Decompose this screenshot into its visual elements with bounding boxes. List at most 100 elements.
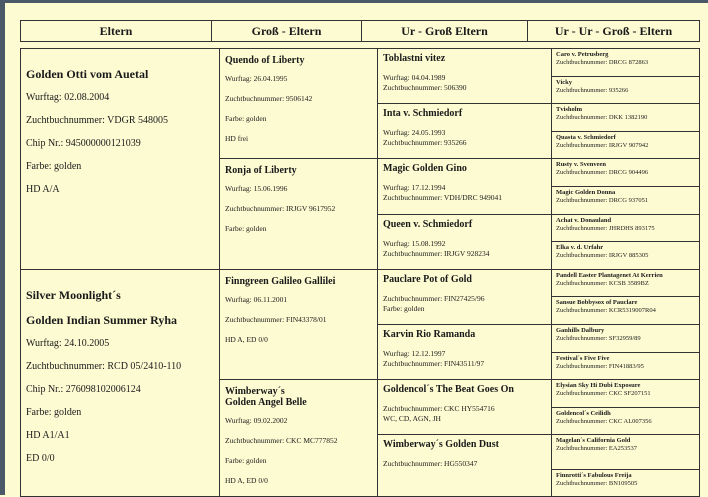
great-grandparent-detail: Zuchtbuchnummer: FIN43511/97 xyxy=(383,358,485,368)
parent-cell: Silver Moonlight´s Golden Indian Summer R… xyxy=(20,268,220,497)
great-great-grandparent-reg: Zuchtbuchnummer: FIN41883/95 xyxy=(556,362,644,370)
great-grandparent-cell: Magic Golden Gino Wurftag: 17.12.1994 Zuch… xyxy=(377,158,552,215)
great-grandparent-name: Toblastni vitez xyxy=(383,53,446,64)
parent-detail: Farbe: golden xyxy=(26,406,82,418)
parent-name: Golden Otti vom Auetal xyxy=(26,67,149,81)
great-grandparent-detail: Zuchtbuchnummer: 506390 xyxy=(383,83,467,92)
great-great-grandparent-name: Rusty v. Svenveen xyxy=(556,161,607,169)
great-great-grandparent-reg: Zuchtbuchnummer: CKC AL007356 xyxy=(556,417,652,425)
great-great-grandparent-reg: Zuchtbuchnummer: DRCG 904496 xyxy=(556,169,649,177)
great-great-grandparent-cell: Vicky Zuchtbuchnummer: 935266 xyxy=(551,75,700,105)
parent-detail: Wurftag: 24.10.2005 xyxy=(26,337,110,349)
parent-detail: Chip Nr.: 945000000121039 xyxy=(26,138,141,149)
pedigree-header: Eltern Groß - Eltern Ur - Groß Eltern Ur… xyxy=(20,20,700,42)
great-great-grandparent-reg: Zuchtbuchnummer: BN109505 xyxy=(556,479,638,487)
grandparent-detail: Wurftag: 09.02.2002 xyxy=(225,416,288,426)
scan-edge-top xyxy=(0,0,708,3)
grandparent-detail: Wurftag: 26.04.1995 xyxy=(225,74,288,83)
great-grandparent-detail: Wurftag: 04.04.1989 xyxy=(383,73,446,82)
great-great-grandparent-name: Finnrotti´s Fabulous Freija xyxy=(556,471,632,479)
great-grandparent-name: Pauclare Pot of Gold xyxy=(383,273,472,285)
great-great-grandparent-cell: Ganhills Dalbury Zuchtbuchnummer: SF32959… xyxy=(551,323,700,353)
great-grandparent-detail: Wurftag: 17.12.1994 xyxy=(383,183,446,193)
great-grandparent-detail: Zuchtbuchnummer: IRJGV 928234 xyxy=(383,248,490,258)
great-great-grandparent-name: Goldencol´s Ceilidh xyxy=(556,409,611,417)
great-great-grandparent-reg: Zuchtbuchnummer: DRCG 872863 xyxy=(556,59,649,66)
grandparent-name: Finngreen Galileo Gallilei xyxy=(225,275,336,287)
great-great-grandparent-name: Pandell Easter Plantagenet At Kerrien xyxy=(556,271,663,279)
great-great-grandparent-cell: Goldencol´s Ceilidh Zuchtbuchnummer: CKC … xyxy=(551,406,700,436)
grandparent-detail: Zuchtbuchnummer: IRJGV 9617952 xyxy=(225,204,336,214)
great-grandparent-name: Queen v. Schmiedorf xyxy=(383,218,473,230)
great-great-grandparent-cell: Pandell Easter Plantagenet At Kerrien Zuc… xyxy=(551,268,700,298)
great-great-grandparent-cell: Elka v. d. Urfahr Zuchtbuchnummer: IRJGV … xyxy=(551,241,700,270)
great-great-grandparent-name: Festival´s Five Five xyxy=(556,354,610,362)
parent-detail: Zuchtbuchnummer: VDGR 548005 xyxy=(26,115,169,126)
great-grandparent-cell: Toblastni vitez Wurftag: 04.04.1989 Zuchtb… xyxy=(377,47,552,105)
grandparent-detail: Farbe: golden xyxy=(225,114,267,123)
grandparent-name: Ronja of Liberty xyxy=(225,165,297,177)
grandparent-detail: Zuchtbuchnummer: CKC MC777852 xyxy=(225,436,338,446)
great-great-grandparent-cell: Festival´s Five Five Zuchtbuchnummer: FIN… xyxy=(551,351,700,381)
great-great-grandparent-reg: Zuchtbuchnummer: IRJGV 907942 xyxy=(556,141,649,149)
great-grandparent-name: Inta v. Schmiedorf xyxy=(383,108,463,120)
great-great-grandparent-reg: Zuchtbuchnummer: KCSB 3589BZ xyxy=(556,279,649,287)
great-grandparent-detail: Wurftag: 15.08.1992 xyxy=(383,238,446,248)
great-great-grandparent-name: Tvisholm xyxy=(556,106,583,114)
great-great-grandparent-name: Magelan´s California Gold xyxy=(556,437,631,445)
scan-edge-left xyxy=(0,0,5,495)
great-grandparent-detail: WC, CD, AGN, JH xyxy=(383,414,441,424)
grandparent-detail: Zuchtbuchnummer: 9506142 xyxy=(225,94,313,103)
grandparent-cell: Ronja of Liberty Wurftag: 15.06.1996 Zucht… xyxy=(219,158,378,270)
great-great-grandparent-cell: Caro v. Petrusberg Zuchtbuchnummer: DRCG … xyxy=(551,48,700,77)
great-grandparent-detail: Wurftag: 12.12.1997 xyxy=(383,348,446,358)
parent-cell: Golden Otti vom Auetal Wurftag: 02.08.200… xyxy=(20,48,220,270)
grandparent-detail: HD A, ED 0/0 xyxy=(225,476,268,486)
parent-detail: ED 0/0 xyxy=(26,452,55,464)
grandparent-name: Quendo of Liberty xyxy=(225,55,305,66)
great-grandparent-cell: Goldencol´s The Beat Goes On Zuchtbuchnum… xyxy=(377,379,552,436)
great-great-grandparent-name: Caro v. Petrusberg xyxy=(556,51,609,58)
great-great-grandparent-name: Ganhills Dalbury xyxy=(556,326,605,334)
great-great-grandparent-cell: Tvisholm Zuchtbuchnummer: DKK 1382190 xyxy=(551,103,700,132)
great-grandparent-detail: Zuchtbuchnummer: HG550347 xyxy=(383,459,478,469)
great-great-grandparent-cell: Magelan´s California Gold Zuchtbuchnummer… xyxy=(551,434,700,470)
grandparent-cell: Wimberway´s Golden Angel Belle Wurftag: 0… xyxy=(219,379,378,497)
great-great-grandparent-reg: Zuchtbuchnummer: EA253537 xyxy=(556,445,638,453)
great-grandparent-name: Magic Golden Gino xyxy=(383,163,467,175)
great-grandparent-detail: Farbe: golden xyxy=(383,303,425,313)
grandparent-detail: Wurftag: 15.06.1996 xyxy=(225,184,288,194)
parent-detail: Farbe: golden xyxy=(26,161,82,172)
great-great-grandparent-reg: Zuchtbuchnummer: 935266 xyxy=(556,86,629,94)
grandparent-detail: Zuchtbuchnummer: FIN43378/01 xyxy=(225,314,327,324)
parent-detail: Wurftag: 02.08.2004 xyxy=(26,92,110,103)
pedigree-table: Golden Otti vom Auetal Wurftag: 02.08.200… xyxy=(20,47,700,497)
great-great-grandparent-reg: Zuchtbuchnummer: SF32959/89 xyxy=(556,334,641,342)
great-great-grandparent-name: Elka v. d. Urfahr xyxy=(556,244,604,252)
great-grandparent-cell: Queen v. Schmiedorf Wurftag: 15.08.1992 Zu… xyxy=(377,213,552,270)
great-great-grandparent-cell: Quasta v. Schmiedorf Zuchtbuchnummer: IRJ… xyxy=(551,130,700,160)
great-great-grandparent-name: Elysian Sky Hi Dubi Exposure xyxy=(556,382,641,390)
grandparent-cell: Quendo of Liberty Wurftag: 26.04.1995 Zuch… xyxy=(219,47,378,160)
great-grandparent-cell: Inta v. Schmiedorf Wurftag: 24.05.1993 Zuc… xyxy=(377,103,552,160)
great-great-grandparent-name: Achat v. Donauland xyxy=(556,216,612,224)
grandparent-detail: HD A, ED 0/0 xyxy=(225,334,268,344)
grandparent-detail: Farbe: golden xyxy=(225,456,267,466)
parent-name: Golden Indian Summer Ryha xyxy=(26,312,178,327)
great-grandparent-detail: Zuchtbuchnummer: 935266 xyxy=(383,138,467,148)
parent-detail: HD A/A xyxy=(26,184,60,195)
great-great-grandparent-cell: Magic Golden Donna Zuchtbuchnummer: DRCG … xyxy=(551,185,700,215)
great-great-grandparent-reg: Zuchtbuchnummer: IRJGV 885305 xyxy=(556,252,649,260)
header-ur-ur-gross-eltern: Ur - Ur - Groß - Eltern xyxy=(527,20,700,42)
great-great-grandparent-name: Sansue Bobbysox of Pauclare xyxy=(556,299,638,307)
grandparent-detail: HD frei xyxy=(225,134,249,143)
parent-detail: Zuchtbuchnummer: RCD 05/2410-110 xyxy=(26,360,182,372)
parent-name: Silver Moonlight´s xyxy=(26,287,121,302)
great-great-grandparent-reg: Zuchtbuchnummer: CKC SF207151 xyxy=(556,390,651,398)
great-great-grandparent-cell: Rusty v. Svenveen Zuchtbuchnummer: DRCG 9… xyxy=(551,158,700,187)
grandparent-detail: Farbe: golden xyxy=(225,224,267,234)
parent-detail: Chip Nr.: 276098102006124 xyxy=(26,383,141,395)
great-grandparent-name: Goldencol´s The Beat Goes On xyxy=(383,384,514,396)
great-grandparent-detail: Zuchtbuchnummer: FIN27425/96 xyxy=(383,293,485,303)
great-grandparent-detail: Wurftag: 24.05.1993 xyxy=(383,128,446,138)
